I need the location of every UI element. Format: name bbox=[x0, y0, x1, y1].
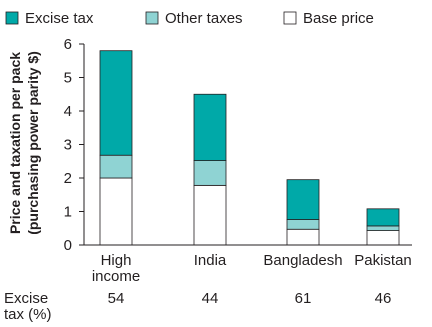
x-tick-label: High bbox=[101, 252, 132, 269]
y-tick-label: 5 bbox=[64, 70, 72, 87]
y-axis-title: Price and taxation per pack (purchasing p… bbox=[7, 51, 41, 235]
bar-segment-base-price bbox=[366, 230, 400, 246]
bar-segment-base-price bbox=[286, 228, 320, 246]
legend-label: Excise tax bbox=[25, 10, 94, 27]
y-tick-label: 4 bbox=[64, 103, 72, 120]
bar-segment-other-taxes bbox=[193, 160, 227, 186]
bar-segment-base-price bbox=[99, 177, 133, 246]
bar-segment-excise-tax bbox=[99, 50, 133, 156]
excise-tax-value: 54 bbox=[108, 290, 125, 307]
legend-label: Other taxes bbox=[165, 10, 243, 27]
bar-segment-excise-tax bbox=[286, 179, 320, 220]
x-tick-label: Bangladesh bbox=[263, 252, 342, 269]
bar-segment-other-taxes bbox=[286, 219, 320, 230]
y-tick-label: 0 bbox=[64, 237, 72, 254]
y-tick-label: 6 bbox=[64, 36, 72, 53]
x-tick-label: income bbox=[92, 268, 140, 285]
bar-segment-excise-tax bbox=[193, 93, 227, 161]
bar-segment-other-taxes bbox=[366, 225, 400, 231]
excise-row-label: tax (%) bbox=[4, 306, 52, 323]
x-tick-label: Pakistan bbox=[354, 252, 412, 269]
x-tick-label: India bbox=[194, 252, 227, 269]
y-axis-title-line: Price and taxation per pack bbox=[7, 52, 23, 234]
legend-swatch bbox=[283, 11, 297, 25]
legend-swatch bbox=[145, 11, 159, 25]
legend-label: Base price bbox=[303, 10, 374, 27]
bar-segment-excise-tax bbox=[366, 208, 400, 227]
bar-segment-base-price bbox=[193, 184, 227, 246]
excise-row-label: Excise bbox=[4, 290, 48, 307]
excise-tax-value: 46 bbox=[375, 290, 392, 307]
excise-tax-value: 61 bbox=[295, 290, 312, 307]
bars bbox=[99, 50, 400, 246]
y-axis-title-line: (purchasing power parity $) bbox=[25, 51, 41, 235]
y-tick-label: 3 bbox=[64, 137, 72, 154]
y-tick-label: 2 bbox=[64, 170, 72, 187]
y-tick-label: 1 bbox=[64, 204, 72, 221]
legend-swatch bbox=[5, 11, 19, 25]
legend: Excise tax Other taxes Base price bbox=[5, 10, 374, 27]
y-axis: 0 1 2 3 4 5 6 bbox=[64, 36, 85, 254]
bar-segment-other-taxes bbox=[99, 154, 133, 179]
excise-tax-value: 44 bbox=[202, 290, 219, 307]
